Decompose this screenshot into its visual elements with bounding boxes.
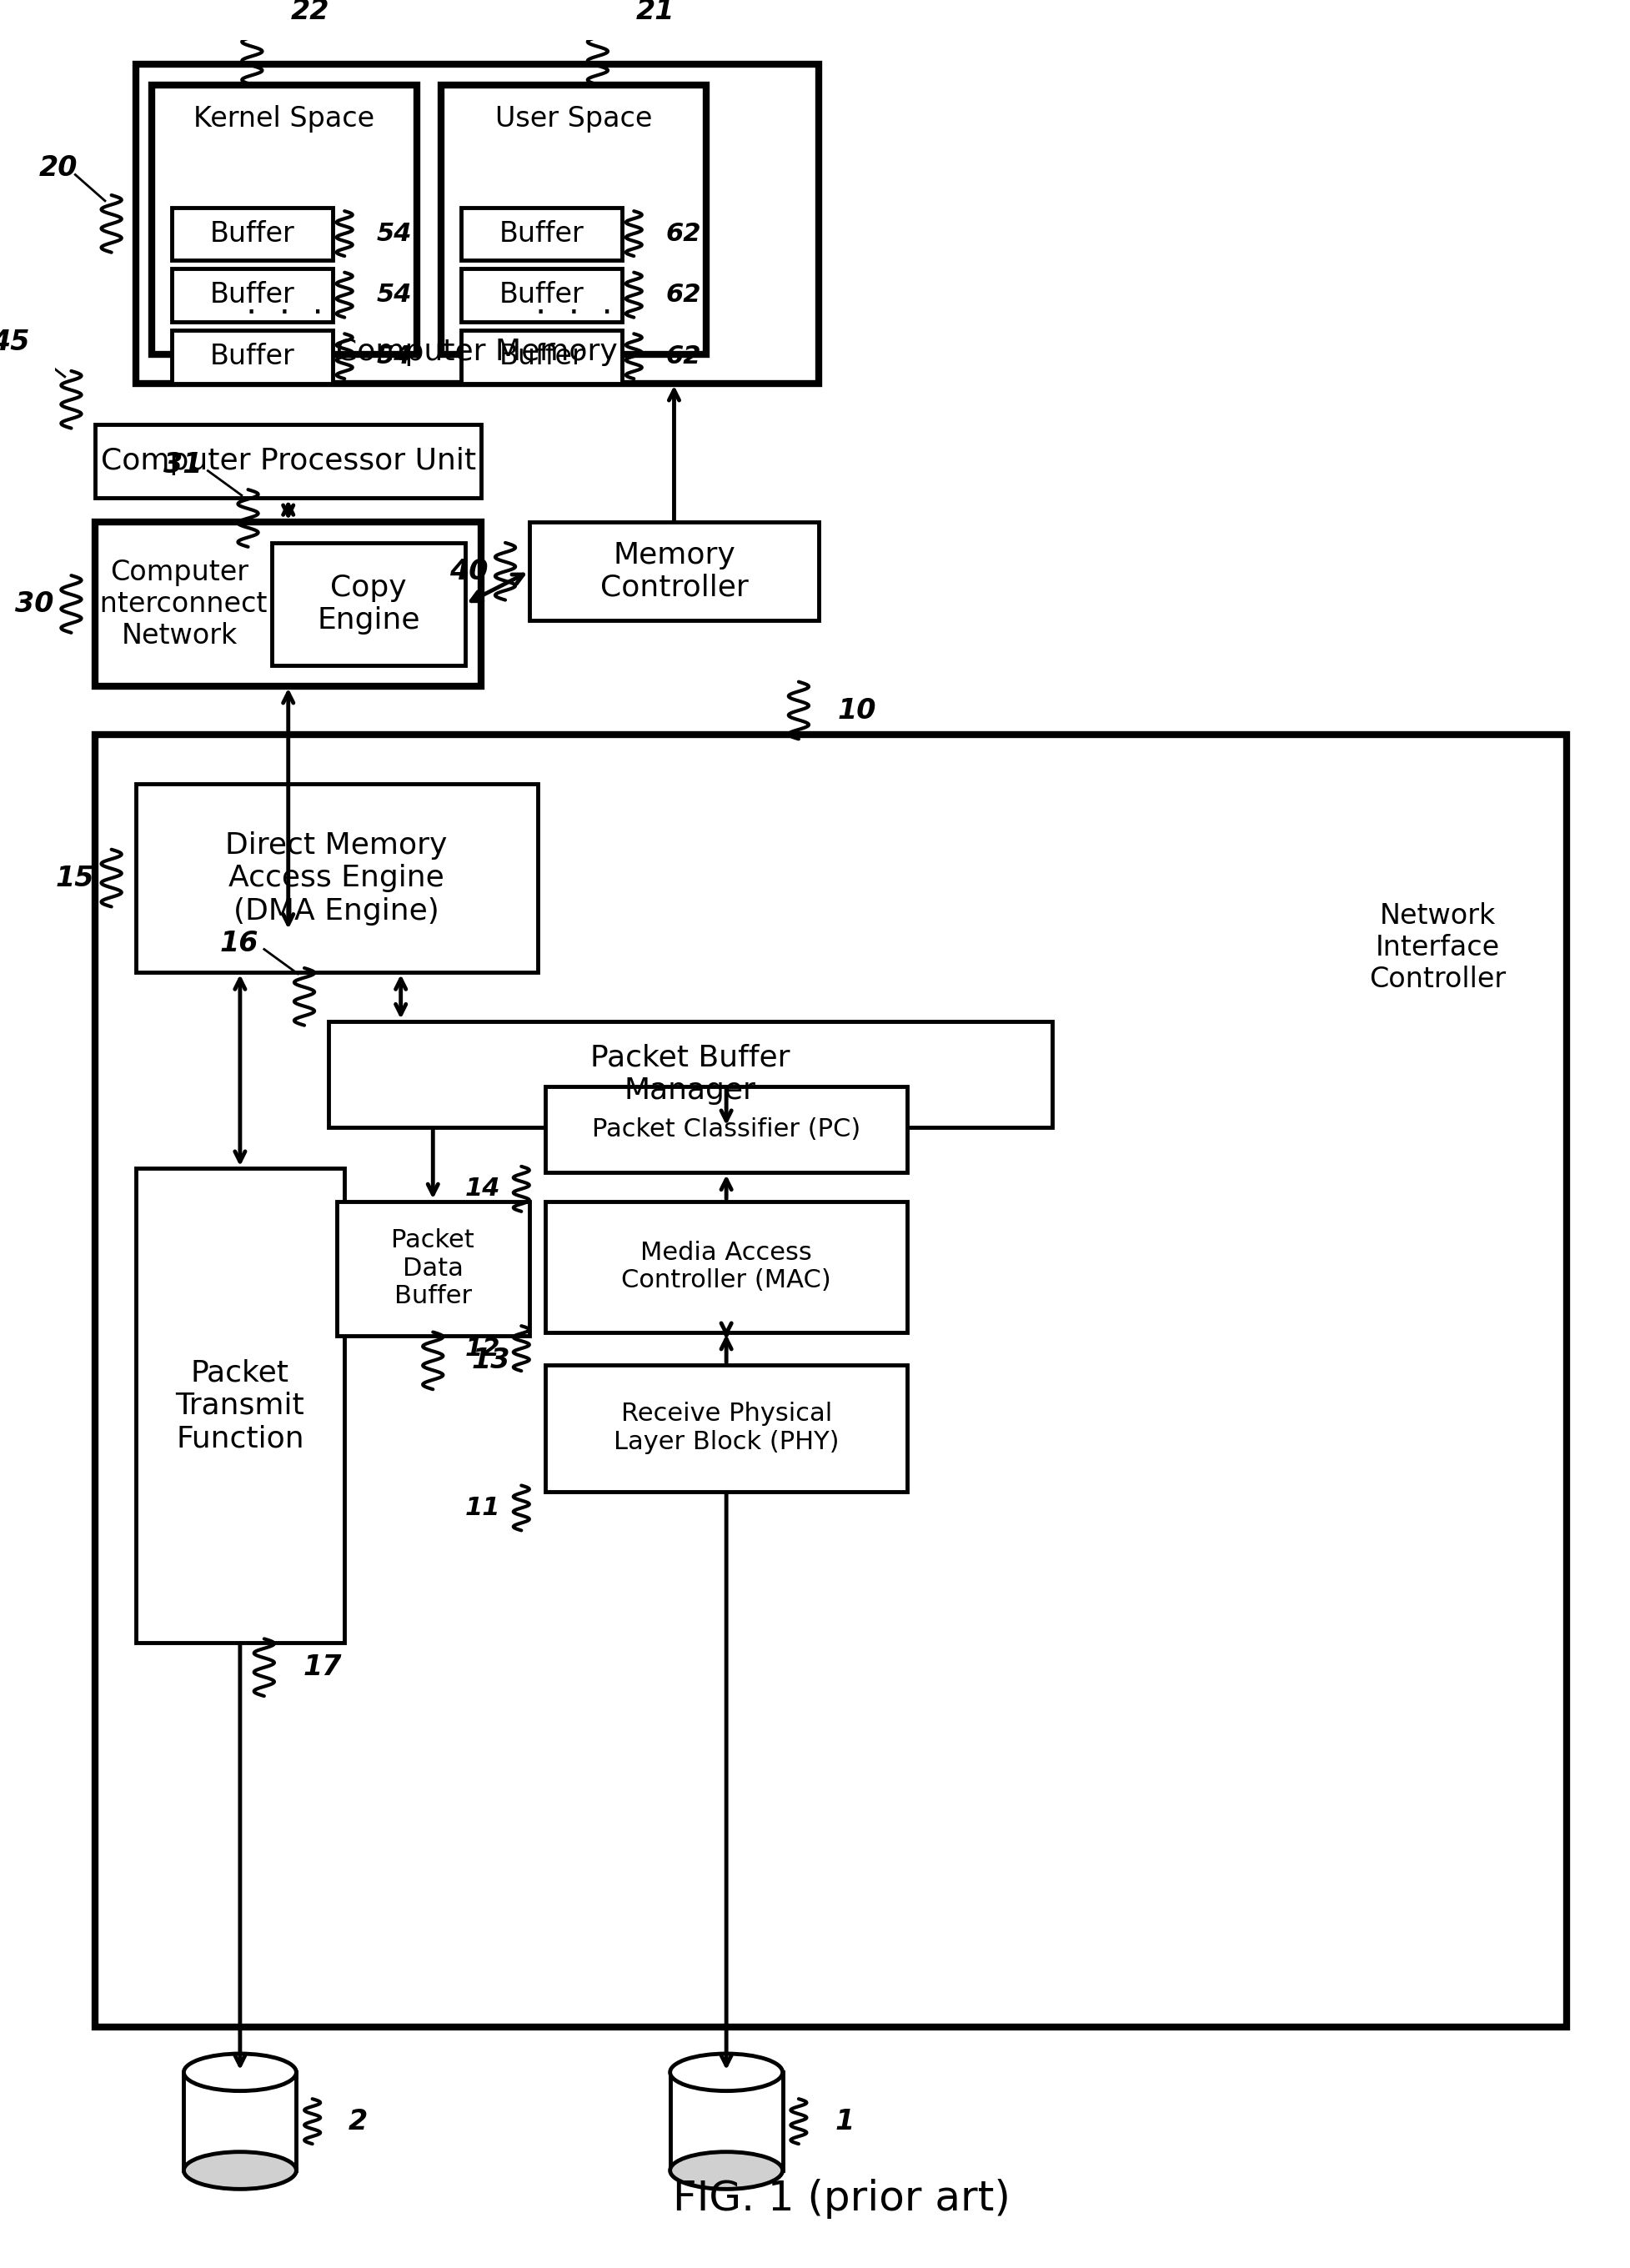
Text: 62: 62 <box>665 284 701 306</box>
Text: 1: 1 <box>835 2107 854 2134</box>
Bar <box>171 268 333 322</box>
Bar <box>328 1021 1051 1127</box>
Text: 30: 30 <box>15 590 54 617</box>
Ellipse shape <box>670 2055 782 2091</box>
Text: 62: 62 <box>665 222 701 245</box>
Ellipse shape <box>184 2152 297 2189</box>
Text: FIG. 1 (prior art): FIG. 1 (prior art) <box>672 2180 1009 2218</box>
Bar <box>171 331 333 383</box>
Text: 17: 17 <box>303 1653 341 1681</box>
Text: 15: 15 <box>55 864 95 891</box>
Bar <box>544 1086 906 1173</box>
Text: User Space: User Space <box>496 104 652 134</box>
Bar <box>171 206 333 261</box>
Bar <box>461 206 621 261</box>
Text: ·  ·  ·: · · · <box>535 297 611 331</box>
Text: Kernel Space: Kernel Space <box>194 104 375 134</box>
Bar <box>530 522 818 621</box>
Text: Media Access
Controller (MAC): Media Access Controller (MAC) <box>621 1241 831 1293</box>
Text: Packet
Data
Buffer: Packet Data Buffer <box>391 1229 474 1309</box>
Text: Computer Processor Unit: Computer Processor Unit <box>101 447 476 474</box>
Text: ·  ·  ·: · · · <box>246 297 323 331</box>
Bar <box>95 735 1565 2028</box>
Bar <box>461 331 621 383</box>
Bar <box>184 2073 297 2170</box>
Text: 11: 11 <box>465 1497 500 1520</box>
Text: 62: 62 <box>665 345 701 367</box>
Text: 54: 54 <box>377 284 412 306</box>
Text: 14: 14 <box>465 1177 500 1202</box>
Bar <box>152 84 417 354</box>
Bar <box>135 64 818 383</box>
Text: 12: 12 <box>465 1336 500 1361</box>
Text: 2: 2 <box>349 2107 368 2134</box>
Bar <box>440 84 706 354</box>
Text: Packet Buffer
Manager: Packet Buffer Manager <box>590 1043 789 1105</box>
Bar <box>135 1168 344 1642</box>
Text: Buffer: Buffer <box>499 342 584 370</box>
Text: Packet
Transmit
Function: Packet Transmit Function <box>176 1359 305 1454</box>
Text: Buffer: Buffer <box>499 220 584 247</box>
Ellipse shape <box>670 2152 782 2189</box>
Bar <box>670 2073 782 2170</box>
Text: 54: 54 <box>377 222 412 245</box>
Text: Direct Memory
Access Engine
(DMA Engine): Direct Memory Access Engine (DMA Engine) <box>225 830 447 925</box>
Bar <box>461 268 621 322</box>
Bar <box>544 1365 906 1492</box>
Text: 16: 16 <box>220 930 259 957</box>
Text: 10: 10 <box>836 696 875 723</box>
Text: 22: 22 <box>290 0 329 25</box>
Text: Buffer: Buffer <box>210 281 295 308</box>
Bar <box>95 424 481 497</box>
Text: Computer Memory: Computer Memory <box>336 338 618 367</box>
Text: Computer
Interconnect
Network: Computer Interconnect Network <box>91 558 267 649</box>
Text: 31: 31 <box>163 451 202 479</box>
Bar <box>544 1202 906 1331</box>
Bar <box>135 785 538 973</box>
Bar <box>336 1202 530 1336</box>
Text: 21: 21 <box>636 0 675 25</box>
Text: 40: 40 <box>448 558 487 585</box>
Text: Network
Interface
Controller: Network Interface Controller <box>1369 903 1506 993</box>
Text: 20: 20 <box>39 154 78 181</box>
Text: Memory
Controller: Memory Controller <box>600 540 748 601</box>
Ellipse shape <box>184 2055 297 2091</box>
Text: Buffer: Buffer <box>499 281 584 308</box>
Text: 54: 54 <box>377 345 412 367</box>
Text: 13: 13 <box>471 1347 510 1374</box>
Text: Receive Physical
Layer Block (PHY): Receive Physical Layer Block (PHY) <box>613 1402 839 1454</box>
Bar <box>272 542 465 665</box>
Bar <box>95 522 481 685</box>
Text: 45: 45 <box>0 329 29 356</box>
Text: Copy
Engine: Copy Engine <box>316 574 421 635</box>
Text: Packet Classifier (PC): Packet Classifier (PC) <box>592 1118 861 1141</box>
Text: Buffer: Buffer <box>210 342 295 370</box>
Text: Buffer: Buffer <box>210 220 295 247</box>
